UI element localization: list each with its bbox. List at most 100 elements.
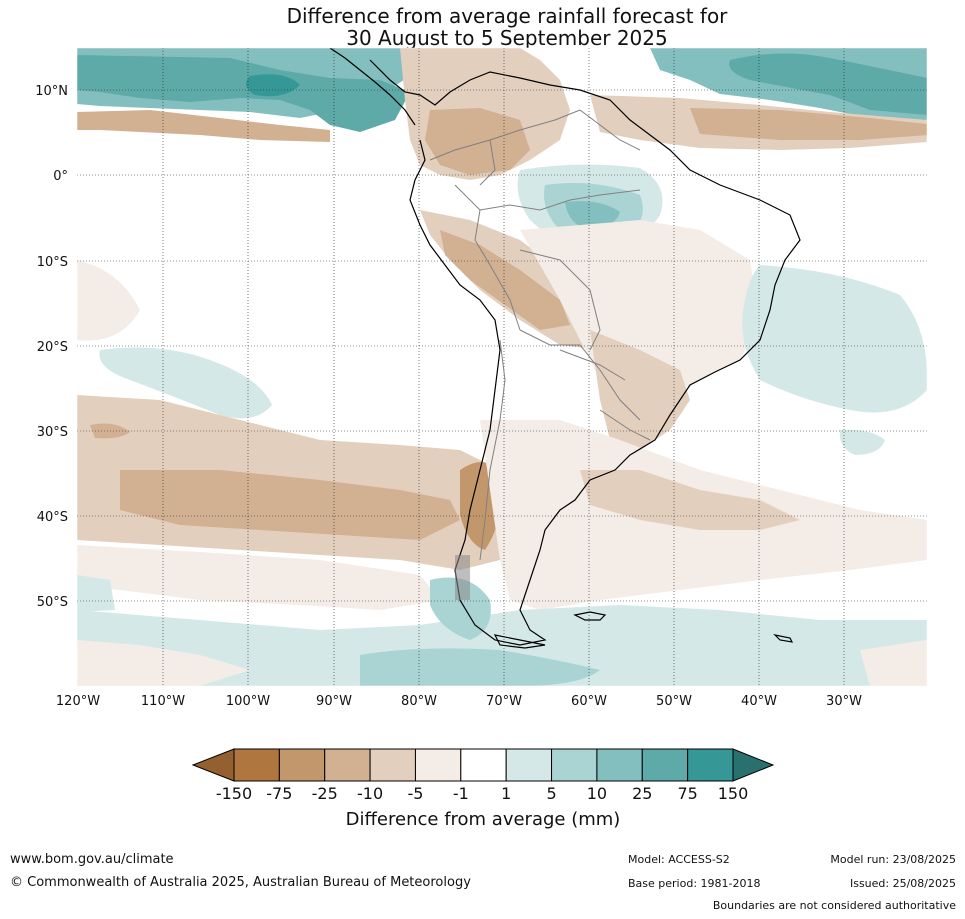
border-uruguay	[599, 409, 651, 441]
footer-boundaries-note: Boundaries are not considered authoritat…	[712, 899, 956, 912]
south-america-coastline	[369, 59, 801, 646]
colorbar-segment	[641, 748, 689, 782]
colorbar-tick-labels: -150 -75 -25 -10 -5 -1 1 5 10 25 75 150	[216, 784, 748, 803]
wet-core-north-atlantic	[729, 53, 927, 115]
lon-label-70w: 70°W	[486, 694, 522, 709]
colorbar-tick-label: 150	[718, 784, 749, 803]
footer-model-run: Model run: 23/08/2025	[830, 853, 956, 866]
footer-issued: Issued: 25/08/2025	[849, 877, 956, 890]
wet-peak-north-pacific	[246, 74, 300, 97]
colorbar-extend-high	[732, 748, 775, 782]
colorbar-title: Difference from average (mm)	[346, 809, 621, 830]
lon-label-50w: 50°W	[656, 694, 692, 709]
wet-core-patagonia-coast	[430, 577, 491, 640]
dry-core-colombia	[425, 108, 530, 175]
lat-label-40s: 40°S	[37, 510, 68, 525]
colorbar-tick-label: -5	[407, 784, 423, 803]
footer-copyright: © Commonwealth of Australia 2025, Austra…	[10, 875, 471, 890]
colorbar-segment	[551, 748, 598, 782]
country-borders	[429, 109, 651, 561]
dry-core-equatorial-atlantic	[690, 108, 927, 140]
map-title-line-1: Difference from average rainfall forecas…	[286, 4, 728, 28]
map-frame	[76, 47, 928, 687]
map-title-line-2: 30 August to 5 September 2025	[346, 26, 668, 50]
colorbar-tick-label: 10	[587, 784, 607, 803]
colorbar-extend-low	[191, 748, 235, 782]
colorbar-tick-label: -25	[312, 784, 338, 803]
lon-label-90w: 90°W	[316, 694, 352, 709]
colorbar-segment	[414, 748, 462, 782]
longitude-labels: 120°W 110°W 100°W 90°W 80°W 70°W 60°W 50…	[56, 694, 862, 709]
central-america-coastline	[329, 48, 416, 126]
colorbar-tick-label: -10	[357, 784, 383, 803]
border-colombia-ecuador	[479, 139, 496, 186]
wet-core-north-pacific	[77, 55, 410, 132]
dry-band-south-pacific-lower	[77, 545, 440, 610]
dry-core-bolivia	[440, 230, 570, 330]
colorbar-tick-label: 75	[677, 784, 697, 803]
colorbar-tick-label: 25	[632, 784, 652, 803]
south-georgia	[773, 634, 794, 643]
wet-patch-far-south-west	[77, 575, 115, 612]
falkland-islands	[573, 611, 607, 621]
colorbar-segment	[369, 748, 416, 782]
dry-band-south-pacific-light	[77, 260, 140, 341]
colorbar-segment	[233, 748, 280, 782]
footer-model: Model: ACCESS-S2	[628, 853, 730, 866]
lon-label-100w: 100°W	[226, 694, 270, 709]
lon-label-40w: 40°W	[741, 694, 777, 709]
dry-core-argentina-south	[580, 470, 800, 530]
colorbar-tick-label: 5	[546, 784, 556, 803]
wet-peak-amazon	[565, 201, 620, 230]
lon-label-30w: 30°W	[826, 694, 862, 709]
colorbar-tick-label: -1	[453, 784, 469, 803]
latitude-labels: 10°N 0° 10°S 20°S 30°S 40°S 50°S	[35, 84, 68, 610]
dry-core-south-pacific	[120, 470, 460, 540]
lat-label-10n: 10°N	[35, 84, 68, 99]
lon-label-60w: 60°W	[571, 694, 607, 709]
border-guianas	[579, 109, 641, 151]
lon-label-80w: 80°W	[401, 694, 437, 709]
lon-label-110w: 110°W	[141, 694, 185, 709]
border-bolivia-brazil	[519, 249, 601, 351]
border-peru-bolivia	[474, 209, 521, 331]
lat-label-50s: 50°S	[37, 595, 68, 610]
dry-patch-far-south-west	[77, 640, 250, 686]
colorbar-tick-label: -150	[216, 784, 252, 803]
wet-patch-pacific-subtropic	[99, 347, 272, 419]
colorbar-segment	[596, 748, 643, 782]
colorbar-segment	[324, 748, 371, 782]
border-chile-argentina	[479, 339, 506, 561]
colorbar-segment	[505, 748, 553, 782]
wet-peak-east-pacific	[340, 105, 390, 128]
colorbar-segment	[278, 748, 326, 782]
rainfall-anomaly-fields	[77, 48, 927, 686]
wet-core-drake-passage	[360, 648, 600, 686]
colorbar: -150 -75 -25 -10 -5 -1 1 5 10 25 75 150 Difference …	[191, 748, 775, 830]
colorbar-segments	[233, 748, 734, 782]
wet-patch-atlantic-small	[839, 429, 885, 455]
border-colombia-venezuela	[429, 109, 581, 161]
border-paraguay	[519, 329, 641, 421]
wet-patch-south-atlantic	[742, 265, 927, 413]
colorbar-segment	[460, 748, 507, 782]
footer-url: www.bom.gov.au/climate	[10, 852, 174, 867]
border-argentina-paraguay	[559, 349, 626, 381]
colorbar-segment	[687, 748, 734, 782]
grid-lines	[77, 48, 927, 686]
colorbar-tick-label: 1	[501, 784, 511, 803]
lat-label-10s: 10°S	[37, 255, 68, 270]
map-panel	[77, 48, 927, 686]
footer-base-period: Base period: 1981-2018	[628, 877, 761, 890]
coastline	[329, 48, 801, 649]
lat-label-20s: 20°S	[37, 340, 68, 355]
lat-label-0: 0°	[53, 169, 68, 184]
chile-archipelago-shading	[455, 555, 470, 600]
lat-label-30s: 30°S	[37, 425, 68, 440]
colorbar-tick-label: -75	[266, 784, 292, 803]
tierra-del-fuego	[493, 634, 546, 649]
dry-band-equatorial-pacific	[77, 110, 330, 142]
dry-region-brazil	[520, 220, 760, 410]
dry-patch-far-south-east	[860, 640, 927, 686]
